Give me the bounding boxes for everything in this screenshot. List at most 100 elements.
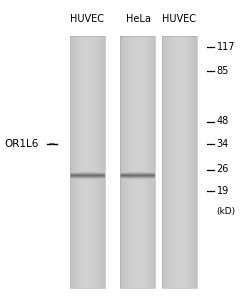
Bar [79, 36, 80, 288]
Bar [96, 36, 97, 288]
Bar [149, 36, 150, 288]
Bar [120, 36, 121, 288]
Text: (kD): (kD) [217, 207, 236, 216]
Bar [147, 36, 148, 288]
Text: OR1L6: OR1L6 [5, 139, 39, 149]
Bar [74, 36, 75, 288]
Bar [176, 36, 177, 288]
Bar [141, 36, 142, 288]
Bar [70, 36, 105, 288]
Text: 26: 26 [217, 164, 229, 175]
Bar [143, 36, 144, 288]
Bar [71, 36, 72, 288]
Bar [103, 36, 104, 288]
Bar [92, 36, 93, 288]
Bar [70, 36, 71, 288]
Bar [152, 36, 153, 288]
Bar [75, 36, 76, 288]
Bar [192, 36, 193, 288]
Bar [130, 36, 131, 288]
Bar [180, 36, 181, 288]
Bar [99, 36, 100, 288]
Bar [168, 36, 169, 288]
Bar [184, 36, 185, 288]
Bar [120, 176, 155, 177]
Bar [181, 36, 182, 288]
Bar [182, 36, 183, 288]
Bar [125, 36, 126, 288]
Bar [126, 36, 127, 288]
Bar [84, 36, 85, 288]
Bar [137, 36, 138, 288]
Bar [185, 36, 186, 288]
Bar [85, 36, 86, 288]
Bar [93, 36, 94, 288]
Bar [86, 36, 87, 288]
Bar [131, 36, 132, 288]
Bar [77, 36, 78, 288]
Bar [70, 175, 105, 176]
Bar [174, 36, 175, 288]
Bar [171, 36, 172, 288]
Bar [186, 36, 187, 288]
Bar [120, 172, 155, 173]
Bar [162, 36, 197, 288]
Bar [122, 36, 123, 288]
Bar [120, 178, 155, 179]
Bar [190, 36, 191, 288]
Bar [120, 175, 155, 176]
Bar [101, 36, 102, 288]
Bar [78, 36, 79, 288]
Bar [189, 36, 190, 288]
Bar [138, 36, 139, 288]
Bar [191, 36, 192, 288]
Bar [128, 36, 129, 288]
Bar [88, 36, 89, 288]
Text: 19: 19 [217, 185, 229, 196]
Bar [124, 36, 125, 288]
Text: HUVEC: HUVEC [162, 14, 196, 25]
Bar [170, 36, 171, 288]
Bar [120, 174, 155, 175]
Bar [183, 36, 184, 288]
Bar [70, 177, 105, 178]
Bar [70, 172, 105, 173]
Bar [139, 36, 140, 288]
Bar [154, 36, 155, 288]
Bar [70, 174, 105, 175]
Bar [91, 36, 92, 288]
Bar [194, 36, 195, 288]
Bar [120, 171, 155, 172]
Bar [70, 179, 105, 180]
Bar [165, 36, 166, 288]
Bar [179, 36, 180, 288]
Bar [177, 36, 178, 288]
Bar [136, 36, 137, 288]
Bar [163, 36, 164, 288]
Bar [153, 36, 154, 288]
Bar [120, 36, 155, 288]
Bar [94, 36, 95, 288]
Bar [134, 36, 135, 288]
Bar [193, 36, 194, 288]
Bar [127, 36, 128, 288]
Bar [89, 36, 90, 288]
Bar [164, 36, 165, 288]
Bar [76, 36, 77, 288]
Bar [120, 177, 155, 178]
Bar [95, 36, 96, 288]
Bar [175, 36, 176, 288]
Bar [104, 36, 105, 288]
Text: 117: 117 [217, 41, 235, 52]
Bar [87, 36, 88, 288]
Bar [123, 36, 124, 288]
Text: HUVEC: HUVEC [70, 14, 104, 25]
Bar [169, 36, 170, 288]
Text: 34: 34 [217, 139, 229, 149]
Bar [172, 36, 173, 288]
Bar [167, 36, 168, 288]
Bar [83, 36, 84, 288]
Bar [120, 173, 155, 174]
Bar [140, 36, 141, 288]
Bar [133, 36, 134, 288]
